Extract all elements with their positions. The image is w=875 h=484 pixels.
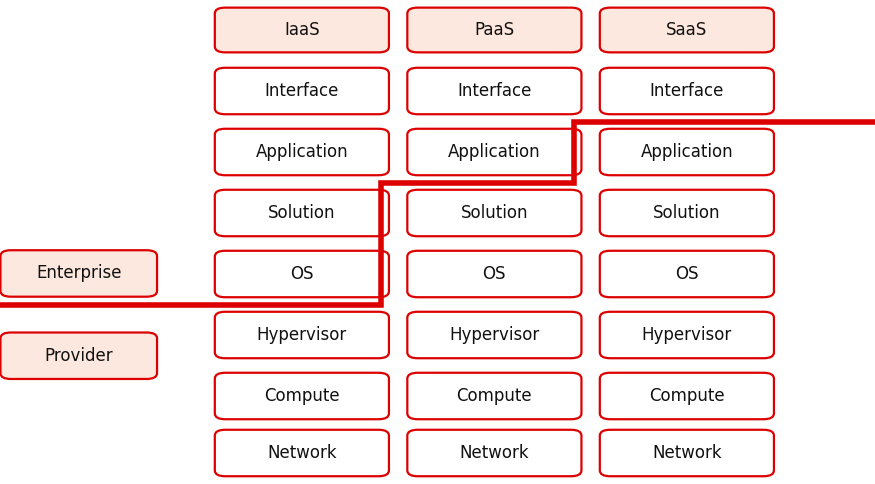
- Text: SaaS: SaaS: [666, 21, 708, 39]
- FancyBboxPatch shape: [214, 190, 388, 236]
- Text: Interface: Interface: [457, 82, 532, 100]
- FancyBboxPatch shape: [214, 68, 388, 114]
- Text: Interface: Interface: [265, 82, 340, 100]
- Text: Application: Application: [448, 143, 541, 161]
- Text: OS: OS: [676, 265, 698, 283]
- Text: Provider: Provider: [45, 347, 113, 365]
- FancyBboxPatch shape: [600, 430, 774, 476]
- FancyBboxPatch shape: [214, 312, 388, 358]
- FancyBboxPatch shape: [600, 373, 774, 419]
- FancyBboxPatch shape: [600, 8, 774, 52]
- FancyBboxPatch shape: [407, 373, 581, 419]
- Text: Enterprise: Enterprise: [36, 264, 122, 283]
- FancyBboxPatch shape: [214, 430, 388, 476]
- FancyBboxPatch shape: [214, 129, 388, 175]
- FancyBboxPatch shape: [600, 68, 774, 114]
- Text: Network: Network: [459, 444, 529, 462]
- FancyBboxPatch shape: [407, 430, 581, 476]
- FancyBboxPatch shape: [600, 312, 774, 358]
- Text: Interface: Interface: [649, 82, 724, 100]
- FancyBboxPatch shape: [214, 8, 388, 52]
- FancyBboxPatch shape: [214, 373, 388, 419]
- FancyBboxPatch shape: [600, 190, 774, 236]
- FancyBboxPatch shape: [407, 251, 581, 297]
- FancyBboxPatch shape: [407, 129, 581, 175]
- Text: Network: Network: [652, 444, 722, 462]
- Text: Compute: Compute: [264, 387, 340, 405]
- Text: Compute: Compute: [457, 387, 532, 405]
- Text: Solution: Solution: [460, 204, 528, 222]
- Text: Hypervisor: Hypervisor: [641, 326, 732, 344]
- Text: Hypervisor: Hypervisor: [449, 326, 540, 344]
- Text: Application: Application: [640, 143, 733, 161]
- FancyBboxPatch shape: [214, 251, 388, 297]
- FancyBboxPatch shape: [407, 8, 581, 52]
- Text: Application: Application: [255, 143, 348, 161]
- Text: Solution: Solution: [653, 204, 721, 222]
- Text: PaaS: PaaS: [474, 21, 514, 39]
- FancyBboxPatch shape: [0, 250, 158, 297]
- Text: Hypervisor: Hypervisor: [256, 326, 347, 344]
- FancyBboxPatch shape: [407, 190, 581, 236]
- FancyBboxPatch shape: [407, 312, 581, 358]
- FancyBboxPatch shape: [600, 129, 774, 175]
- FancyBboxPatch shape: [600, 251, 774, 297]
- Text: IaaS: IaaS: [284, 21, 319, 39]
- Text: Solution: Solution: [268, 204, 336, 222]
- Text: Network: Network: [267, 444, 337, 462]
- FancyBboxPatch shape: [0, 333, 158, 379]
- Text: OS: OS: [483, 265, 506, 283]
- Text: Compute: Compute: [649, 387, 724, 405]
- FancyBboxPatch shape: [407, 68, 581, 114]
- Text: OS: OS: [290, 265, 313, 283]
